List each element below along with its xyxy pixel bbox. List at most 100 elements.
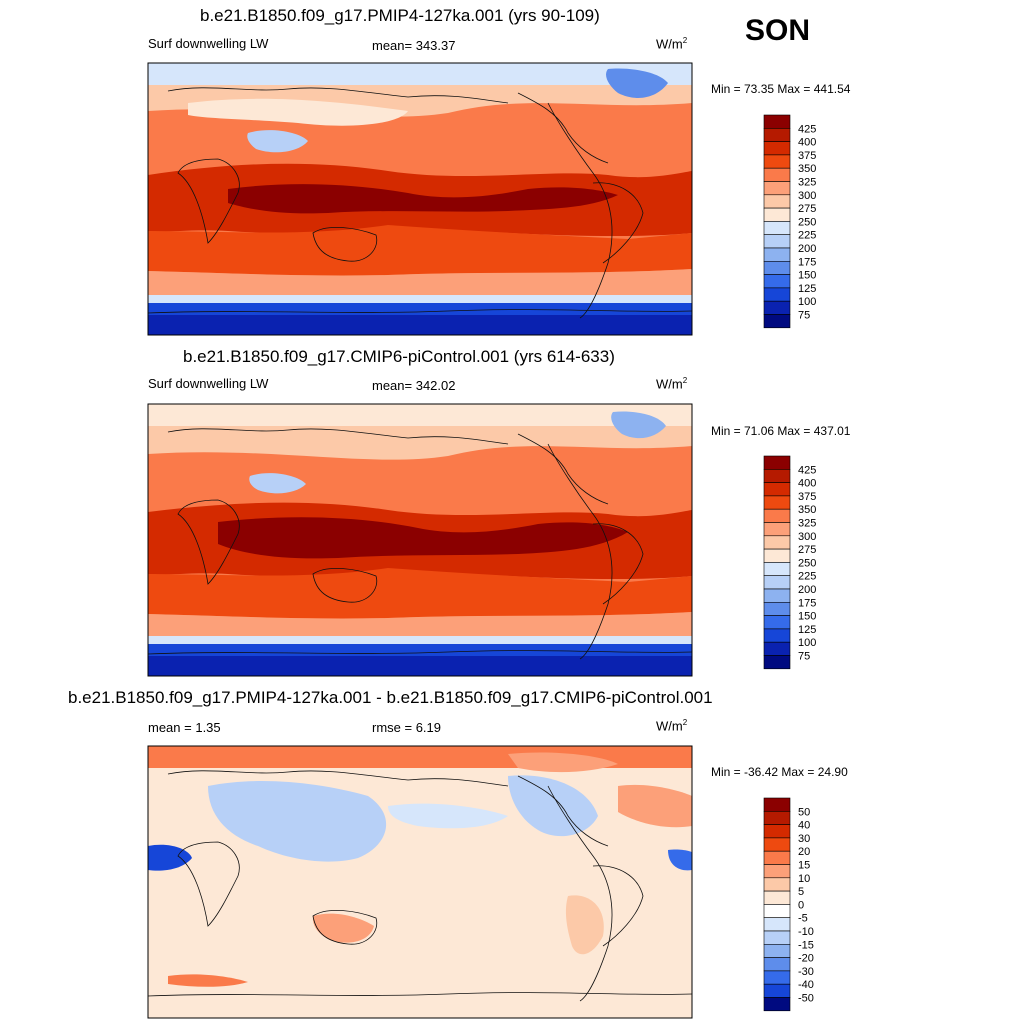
colorbar-tick-label: 275	[798, 544, 816, 556]
colorbar-box	[763, 628, 791, 643]
colorbar-tick-label: 425	[798, 123, 816, 135]
colorbar-tick-label: 400	[798, 137, 816, 149]
colorbar-box	[763, 274, 791, 289]
coastlines	[147, 428, 693, 660]
antarctic-core	[148, 315, 692, 335]
panel-2-minmax: Min = 71.06 Max = 437.01	[711, 424, 851, 438]
colorbar-box	[763, 575, 791, 590]
colorbar-tick-label: 325	[798, 518, 816, 530]
colorbar-tick-label: 200	[798, 584, 816, 596]
panel-3-mean-label: mean = 1.35	[148, 720, 221, 735]
colorbar-box	[763, 495, 791, 510]
southern-transition	[148, 636, 692, 644]
colorbar-tick-label: 175	[798, 256, 816, 268]
colorbar-box	[763, 207, 791, 222]
colorbar-tick-label: 75	[798, 310, 810, 322]
panel-2-mean-label: mean= 342.02	[372, 378, 456, 393]
antarctic-core	[148, 656, 692, 676]
coastlines	[147, 87, 693, 319]
panel-3-units: W/m2	[656, 718, 688, 734]
warm-pool	[218, 517, 628, 559]
colorbar-box	[763, 983, 791, 998]
colorbar-tick-label: 375	[798, 491, 816, 503]
north-america-cool	[508, 775, 598, 837]
colorbar-box	[763, 957, 791, 972]
colorbar-box	[763, 930, 791, 945]
colorbar-box	[763, 641, 791, 656]
colorbar-tick-label: -15	[798, 939, 814, 951]
colorbar-tick-label: 20	[798, 846, 810, 858]
australia-warm	[312, 913, 374, 943]
panel-3-minmax: Min = -36.42 Max = 24.90	[711, 765, 848, 779]
colorbar-box	[763, 602, 791, 616]
colorbar-box	[763, 811, 791, 825]
colorbar-box	[763, 877, 791, 892]
colorbar-tick-label: 15	[798, 860, 810, 872]
colorbar-box	[763, 469, 791, 483]
colorbar-box	[763, 655, 791, 670]
greenland-cold	[611, 411, 666, 439]
southern-ocean-band	[148, 269, 692, 295]
southern-warm-strip	[168, 974, 248, 987]
colorbar-box	[763, 824, 791, 839]
arctic-warm-east	[508, 752, 618, 773]
colorbar-tick-label: 150	[798, 270, 816, 282]
colorbar-tick-label: 50	[798, 806, 810, 818]
coastlines	[147, 770, 693, 1002]
colorbar-box	[763, 221, 791, 236]
colorbar-box	[763, 247, 791, 262]
colorbar-tick-label: 0	[798, 899, 804, 911]
colorbar-tick-label: 150	[798, 611, 816, 623]
colorbar-box	[763, 917, 791, 932]
colorbar-tick-label: -40	[798, 979, 814, 991]
colorbar-tick-label: 350	[798, 504, 816, 516]
colorbar-tick-label: 75	[798, 651, 810, 663]
colorbar-tick-label: 350	[798, 163, 816, 175]
arctic-band	[148, 404, 692, 426]
colorbar-tick-label: -30	[798, 966, 814, 978]
colorbar-box	[763, 482, 791, 497]
colorbar-box	[763, 548, 791, 563]
colorbar-tick-label: 300	[798, 190, 816, 202]
colorbar-tick-label: 400	[798, 478, 816, 490]
colorbar-tick-label: 30	[798, 833, 810, 845]
map-frame	[147, 403, 693, 677]
colorbar-tick-label: 100	[798, 637, 816, 649]
colorbar-tick-label: 125	[798, 624, 816, 636]
colorbar-box	[763, 261, 791, 275]
panel-2-title: b.e21.B1850.f09_g17.CMIP6-piControl.001 …	[183, 347, 615, 366]
panel-2-colorbar-boxes	[763, 455, 791, 670]
colorbar-tick-label: -20	[798, 953, 814, 965]
colorbar-tick-label: 100	[798, 296, 816, 308]
colorbar-tick-label: 10	[798, 873, 810, 885]
colorbar-box	[763, 455, 791, 470]
northern-midlat-band	[148, 426, 692, 460]
panel-3-title: b.e21.B1850.f09_g17.PMIP4-127ka.001 - b.…	[68, 688, 713, 707]
colorbar-box	[763, 300, 791, 315]
colorbar-box	[763, 535, 791, 550]
colorbar-box	[763, 314, 791, 329]
colorbar-box	[763, 944, 791, 958]
panel-3-rmse-label: rmse = 6.19	[372, 720, 442, 735]
colorbar-tick-label: -50	[798, 993, 814, 1005]
tibet-cold	[249, 473, 306, 494]
colorbar-tick-label: 250	[798, 216, 816, 228]
colorbar-tick-label: -10	[798, 926, 814, 938]
panel-3-map	[147, 745, 693, 1019]
south-america-warm	[565, 895, 604, 955]
colorbar-box	[763, 850, 791, 865]
season-label: SON	[745, 14, 811, 47]
map-frame	[147, 745, 693, 1019]
panel-1-minmax: Min = 73.35 Max = 441.54	[711, 82, 851, 96]
colorbar-tick-label: 175	[798, 597, 816, 609]
colorbar-box	[763, 194, 791, 209]
colorbar-tick-label: 125	[798, 283, 816, 295]
colorbar-box	[763, 181, 791, 196]
colorbar-tick-label: 325	[798, 177, 816, 189]
southern-midlat-band	[148, 568, 692, 619]
colorbar-box	[763, 837, 791, 852]
